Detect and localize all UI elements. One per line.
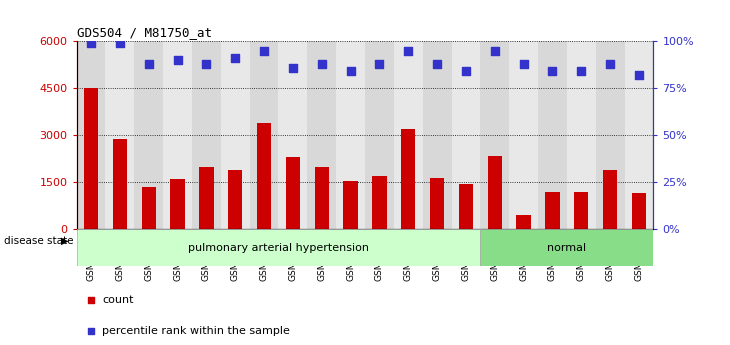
Bar (510, 41, 538, 229)
Bar (451, 41, 480, 229)
Point (575, 69, 587, 74)
Bar (84, 88, 99, 229)
Point (604, 61, 616, 67)
Bar (228, 170, 242, 229)
Text: GDS504 / M81750_at: GDS504 / M81750_at (77, 26, 212, 39)
Bar (545, 192, 560, 229)
Point (345, 69, 356, 74)
Bar (430, 178, 445, 229)
Bar (343, 181, 358, 229)
Bar (538, 41, 567, 229)
Point (374, 61, 385, 67)
Point (114, 40, 126, 46)
Bar (631, 194, 646, 229)
Point (287, 65, 299, 70)
Point (143, 61, 155, 67)
Text: ▶: ▶ (61, 236, 68, 246)
Bar (596, 41, 625, 229)
Bar (394, 41, 423, 229)
Point (229, 56, 241, 61)
Text: normal: normal (548, 243, 586, 253)
Bar (105, 41, 134, 229)
Text: disease state: disease state (4, 236, 73, 246)
Point (633, 72, 645, 78)
Bar (516, 215, 531, 229)
Bar (603, 170, 618, 229)
Bar (192, 41, 221, 229)
Text: pulmonary arterial hypertension: pulmonary arterial hypertension (188, 243, 369, 253)
Bar (142, 187, 156, 229)
Bar (567, 41, 596, 229)
Bar (315, 167, 329, 229)
Point (258, 48, 270, 53)
Text: count: count (102, 295, 134, 305)
Bar (625, 41, 653, 229)
Bar (257, 123, 272, 229)
Bar (170, 179, 185, 229)
Bar (250, 41, 279, 229)
Bar (164, 41, 192, 229)
Bar (285, 157, 300, 229)
Point (518, 61, 529, 67)
Bar (307, 41, 336, 229)
Point (431, 61, 443, 67)
Bar (112, 139, 127, 229)
Point (85, 40, 97, 46)
Bar (336, 41, 365, 229)
Bar (372, 176, 387, 229)
Point (460, 69, 472, 74)
Point (316, 61, 328, 67)
Point (547, 69, 558, 74)
Bar (574, 192, 588, 229)
Point (402, 48, 414, 53)
Bar (134, 41, 164, 229)
Point (172, 58, 183, 63)
Text: percentile rank within the sample: percentile rank within the sample (102, 326, 290, 336)
Bar (279, 41, 307, 229)
Bar (77, 41, 105, 229)
Bar (199, 167, 214, 229)
Bar (480, 229, 653, 266)
Point (201, 61, 212, 67)
Bar (365, 41, 394, 229)
Point (489, 48, 501, 53)
Bar (480, 41, 510, 229)
Bar (401, 129, 415, 229)
Bar (77, 229, 480, 266)
Bar (221, 41, 250, 229)
Bar (423, 41, 451, 229)
Bar (458, 184, 473, 229)
Bar (488, 156, 502, 229)
